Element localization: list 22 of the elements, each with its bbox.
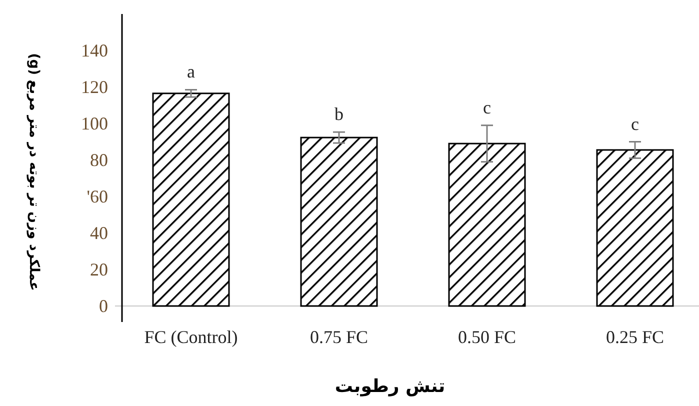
annotation: b [334,104,344,124]
y-tick-label: 80 [90,150,108,170]
bar [448,142,526,307]
x-tick-label: 0.75 FC [310,327,368,347]
x-tick-label: 0.25 FC [606,327,664,347]
annotation: c [483,97,491,118]
x-tick-label: FC (Control) [144,327,238,347]
annotation: a [187,62,195,82]
x-axis-title: تنش رطوبت [334,376,446,397]
bar [300,136,378,307]
y-tick-label: 20 [90,260,108,280]
bar [596,149,674,307]
y-tick-label: '60 [86,186,108,206]
y-tick-label: 0 [99,296,108,316]
annotation: c [631,114,639,134]
y-tick-label: 40 [90,223,108,243]
y-tick-label: 100 [81,114,108,134]
bar [152,92,230,307]
x-tick-label: 0.50 FC [458,327,516,347]
y-axis-title: عملکرد وزن تر بوته در متر مربع (g) [26,53,42,291]
y-tick-label: 140 [81,40,108,60]
y-tick-label: 120 [81,77,108,97]
